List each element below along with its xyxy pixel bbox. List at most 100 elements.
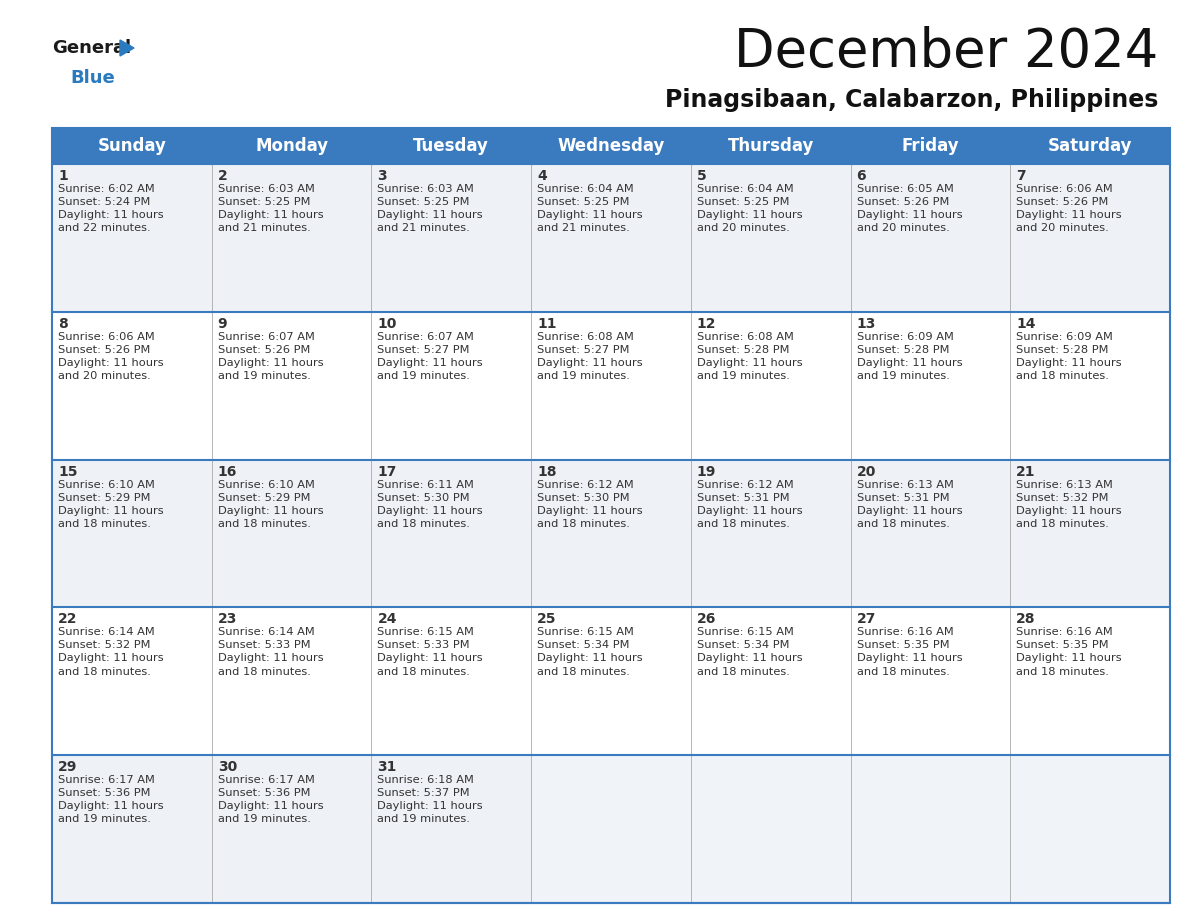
Bar bbox=[372, 460, 531, 608]
Text: 18: 18 bbox=[537, 465, 557, 478]
Text: Sunrise: 6:03 AM
Sunset: 5:25 PM
Daylight: 11 hours
and 21 minutes.: Sunrise: 6:03 AM Sunset: 5:25 PM Dayligh… bbox=[378, 184, 484, 233]
Text: 30: 30 bbox=[217, 760, 236, 774]
Bar bbox=[691, 608, 851, 756]
Bar bbox=[52, 128, 1170, 903]
Text: Sunrise: 6:12 AM
Sunset: 5:31 PM
Daylight: 11 hours
and 18 minutes.: Sunrise: 6:12 AM Sunset: 5:31 PM Dayligh… bbox=[697, 479, 802, 529]
Bar bbox=[211, 756, 372, 903]
Text: 11: 11 bbox=[537, 317, 557, 330]
Bar bbox=[372, 756, 531, 903]
Bar bbox=[211, 608, 372, 756]
Text: Sunrise: 6:10 AM
Sunset: 5:29 PM
Daylight: 11 hours
and 18 minutes.: Sunrise: 6:10 AM Sunset: 5:29 PM Dayligh… bbox=[217, 479, 323, 529]
Bar bbox=[52, 164, 211, 312]
Bar bbox=[372, 312, 531, 460]
Text: 19: 19 bbox=[697, 465, 716, 478]
Text: Sunrise: 6:17 AM
Sunset: 5:36 PM
Daylight: 11 hours
and 19 minutes.: Sunrise: 6:17 AM Sunset: 5:36 PM Dayligh… bbox=[217, 775, 323, 824]
Text: 27: 27 bbox=[857, 612, 876, 626]
Bar bbox=[851, 608, 1010, 756]
Text: 14: 14 bbox=[1016, 317, 1036, 330]
Text: Tuesday: Tuesday bbox=[413, 137, 489, 155]
Bar bbox=[691, 312, 851, 460]
Text: Blue: Blue bbox=[70, 69, 115, 87]
Text: Sunrise: 6:15 AM
Sunset: 5:34 PM
Daylight: 11 hours
and 18 minutes.: Sunrise: 6:15 AM Sunset: 5:34 PM Dayligh… bbox=[537, 627, 643, 677]
Bar bbox=[691, 460, 851, 608]
Bar bbox=[851, 312, 1010, 460]
Bar bbox=[1010, 128, 1170, 164]
Bar bbox=[211, 312, 372, 460]
Bar bbox=[211, 164, 372, 312]
Text: Sunrise: 6:16 AM
Sunset: 5:35 PM
Daylight: 11 hours
and 18 minutes.: Sunrise: 6:16 AM Sunset: 5:35 PM Dayligh… bbox=[857, 627, 962, 677]
Text: Sunrise: 6:18 AM
Sunset: 5:37 PM
Daylight: 11 hours
and 19 minutes.: Sunrise: 6:18 AM Sunset: 5:37 PM Dayligh… bbox=[378, 775, 484, 824]
Polygon shape bbox=[120, 40, 134, 56]
Bar bbox=[531, 608, 691, 756]
Text: Sunrise: 6:07 AM
Sunset: 5:26 PM
Daylight: 11 hours
and 19 minutes.: Sunrise: 6:07 AM Sunset: 5:26 PM Dayligh… bbox=[217, 331, 323, 381]
Bar bbox=[531, 164, 691, 312]
Text: 22: 22 bbox=[58, 612, 77, 626]
Text: Sunrise: 6:17 AM
Sunset: 5:36 PM
Daylight: 11 hours
and 19 minutes.: Sunrise: 6:17 AM Sunset: 5:36 PM Dayligh… bbox=[58, 775, 164, 824]
Text: Thursday: Thursday bbox=[727, 137, 814, 155]
Bar bbox=[531, 460, 691, 608]
Text: 1: 1 bbox=[58, 169, 68, 183]
Text: Sunrise: 6:02 AM
Sunset: 5:24 PM
Daylight: 11 hours
and 22 minutes.: Sunrise: 6:02 AM Sunset: 5:24 PM Dayligh… bbox=[58, 184, 164, 233]
Text: Sunrise: 6:13 AM
Sunset: 5:32 PM
Daylight: 11 hours
and 18 minutes.: Sunrise: 6:13 AM Sunset: 5:32 PM Dayligh… bbox=[1016, 479, 1121, 529]
Bar bbox=[851, 460, 1010, 608]
Text: 3: 3 bbox=[378, 169, 387, 183]
Bar bbox=[52, 460, 211, 608]
Bar bbox=[52, 312, 211, 460]
Text: 10: 10 bbox=[378, 317, 397, 330]
Text: 25: 25 bbox=[537, 612, 557, 626]
Text: 4: 4 bbox=[537, 169, 546, 183]
Text: Monday: Monday bbox=[255, 137, 328, 155]
Text: 24: 24 bbox=[378, 612, 397, 626]
Bar bbox=[1010, 608, 1170, 756]
Text: Friday: Friday bbox=[902, 137, 959, 155]
Text: 9: 9 bbox=[217, 317, 227, 330]
Text: 12: 12 bbox=[697, 317, 716, 330]
Bar bbox=[531, 756, 691, 903]
Text: 2: 2 bbox=[217, 169, 227, 183]
Bar bbox=[1010, 756, 1170, 903]
Text: Sunrise: 6:06 AM
Sunset: 5:26 PM
Daylight: 11 hours
and 20 minutes.: Sunrise: 6:06 AM Sunset: 5:26 PM Dayligh… bbox=[58, 331, 164, 381]
Text: Sunrise: 6:14 AM
Sunset: 5:32 PM
Daylight: 11 hours
and 18 minutes.: Sunrise: 6:14 AM Sunset: 5:32 PM Dayligh… bbox=[58, 627, 164, 677]
Bar bbox=[851, 164, 1010, 312]
Bar bbox=[531, 128, 691, 164]
Bar bbox=[372, 164, 531, 312]
Text: Sunrise: 6:04 AM
Sunset: 5:25 PM
Daylight: 11 hours
and 20 minutes.: Sunrise: 6:04 AM Sunset: 5:25 PM Dayligh… bbox=[697, 184, 802, 233]
Bar bbox=[531, 312, 691, 460]
Text: Saturday: Saturday bbox=[1048, 137, 1132, 155]
Text: Sunday: Sunday bbox=[97, 137, 166, 155]
Text: Sunrise: 6:15 AM
Sunset: 5:34 PM
Daylight: 11 hours
and 18 minutes.: Sunrise: 6:15 AM Sunset: 5:34 PM Dayligh… bbox=[697, 627, 802, 677]
Text: Sunrise: 6:12 AM
Sunset: 5:30 PM
Daylight: 11 hours
and 18 minutes.: Sunrise: 6:12 AM Sunset: 5:30 PM Dayligh… bbox=[537, 479, 643, 529]
Text: 16: 16 bbox=[217, 465, 238, 478]
Text: 13: 13 bbox=[857, 317, 876, 330]
Text: Sunrise: 6:09 AM
Sunset: 5:28 PM
Daylight: 11 hours
and 18 minutes.: Sunrise: 6:09 AM Sunset: 5:28 PM Dayligh… bbox=[1016, 331, 1121, 381]
Bar bbox=[52, 128, 211, 164]
Text: Sunrise: 6:15 AM
Sunset: 5:33 PM
Daylight: 11 hours
and 18 minutes.: Sunrise: 6:15 AM Sunset: 5:33 PM Dayligh… bbox=[378, 627, 484, 677]
Text: 23: 23 bbox=[217, 612, 238, 626]
Text: Sunrise: 6:16 AM
Sunset: 5:35 PM
Daylight: 11 hours
and 18 minutes.: Sunrise: 6:16 AM Sunset: 5:35 PM Dayligh… bbox=[1016, 627, 1121, 677]
Text: 6: 6 bbox=[857, 169, 866, 183]
Bar bbox=[211, 128, 372, 164]
Text: 29: 29 bbox=[58, 760, 77, 774]
Bar bbox=[372, 608, 531, 756]
Bar bbox=[1010, 312, 1170, 460]
Text: Pinagsibaan, Calabarzon, Philippines: Pinagsibaan, Calabarzon, Philippines bbox=[664, 88, 1158, 112]
Text: Sunrise: 6:04 AM
Sunset: 5:25 PM
Daylight: 11 hours
and 21 minutes.: Sunrise: 6:04 AM Sunset: 5:25 PM Dayligh… bbox=[537, 184, 643, 233]
Text: 20: 20 bbox=[857, 465, 876, 478]
Bar bbox=[1010, 460, 1170, 608]
Text: 15: 15 bbox=[58, 465, 77, 478]
Text: Wednesday: Wednesday bbox=[557, 137, 665, 155]
Bar bbox=[851, 128, 1010, 164]
Text: Sunrise: 6:14 AM
Sunset: 5:33 PM
Daylight: 11 hours
and 18 minutes.: Sunrise: 6:14 AM Sunset: 5:33 PM Dayligh… bbox=[217, 627, 323, 677]
Bar bbox=[851, 756, 1010, 903]
Text: Sunrise: 6:09 AM
Sunset: 5:28 PM
Daylight: 11 hours
and 19 minutes.: Sunrise: 6:09 AM Sunset: 5:28 PM Dayligh… bbox=[857, 331, 962, 381]
Bar bbox=[691, 128, 851, 164]
Bar bbox=[52, 756, 211, 903]
Bar bbox=[52, 608, 211, 756]
Text: December 2024: December 2024 bbox=[734, 26, 1158, 78]
Text: 17: 17 bbox=[378, 465, 397, 478]
Bar bbox=[211, 460, 372, 608]
Bar bbox=[691, 756, 851, 903]
Text: 28: 28 bbox=[1016, 612, 1036, 626]
Text: Sunrise: 6:08 AM
Sunset: 5:28 PM
Daylight: 11 hours
and 19 minutes.: Sunrise: 6:08 AM Sunset: 5:28 PM Dayligh… bbox=[697, 331, 802, 381]
Text: Sunrise: 6:08 AM
Sunset: 5:27 PM
Daylight: 11 hours
and 19 minutes.: Sunrise: 6:08 AM Sunset: 5:27 PM Dayligh… bbox=[537, 331, 643, 381]
